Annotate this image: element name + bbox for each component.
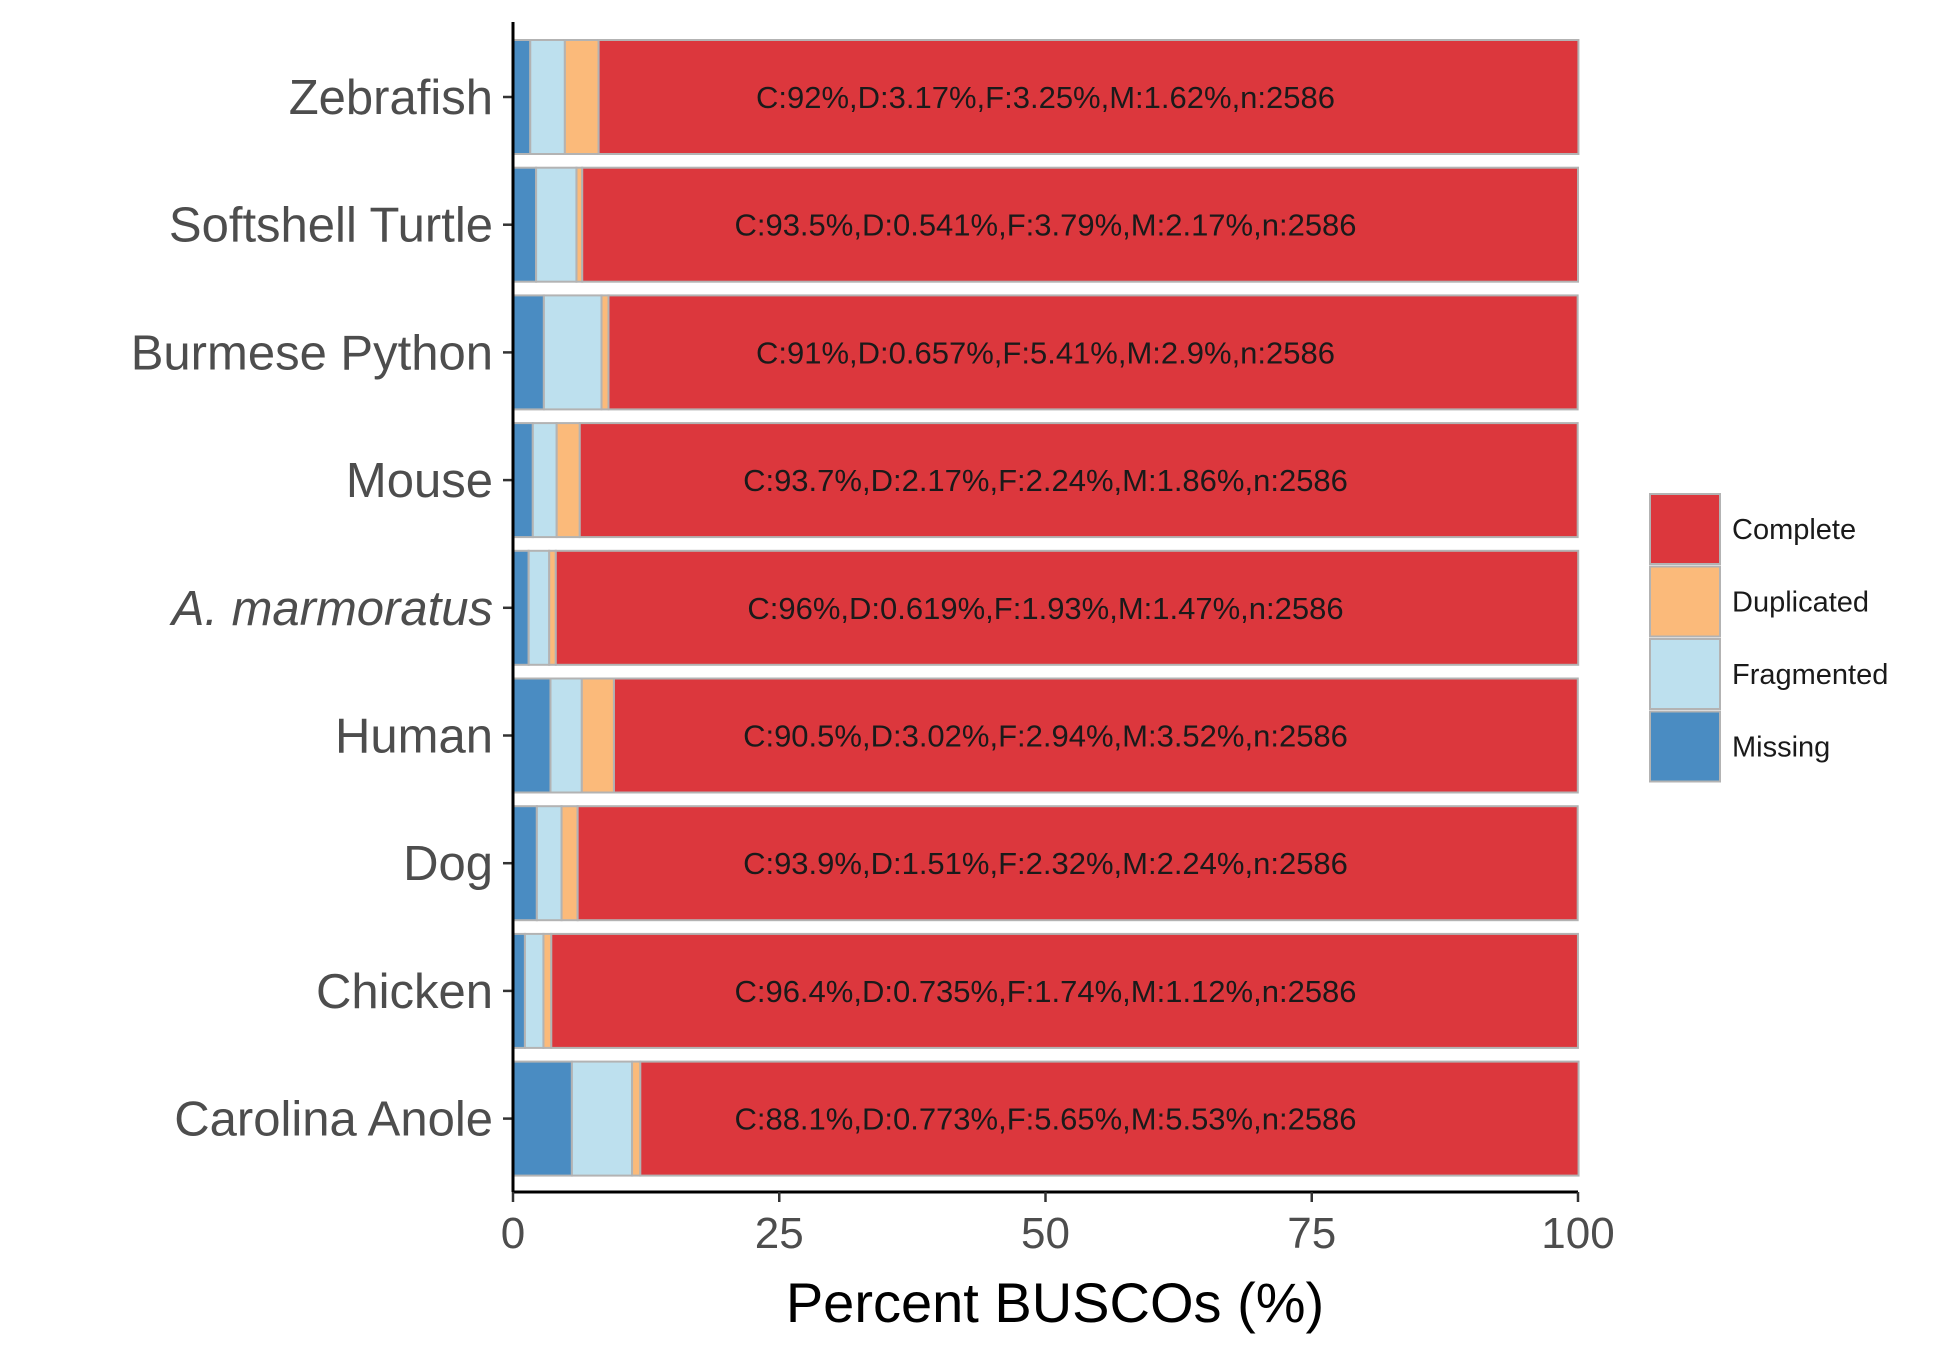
y-tick-label-human: Human bbox=[335, 710, 493, 764]
bar-segment-missing-zebrafish bbox=[512, 39, 532, 155]
x-tick-label-100: 100 bbox=[1541, 1209, 1614, 1258]
bar-segment-complete-a-marmoratus bbox=[554, 549, 1580, 666]
x-tick-label-75: 75 bbox=[1287, 1209, 1336, 1258]
bars-layer bbox=[512, 39, 1580, 1177]
bar-segment-duplicated-human bbox=[580, 677, 615, 794]
bar-label-burmese-python: C:91%,D:0.657%,F:5.41%,M:2.9%,n:2586 bbox=[756, 335, 1335, 370]
bar-segment-duplicated-zebrafish bbox=[563, 39, 600, 155]
bar-segment-duplicated-dog bbox=[560, 805, 579, 922]
y-tick-label-carolina-anole: Carolina Anole bbox=[174, 1093, 493, 1147]
bar-segment-fragmented-chicken bbox=[523, 932, 545, 1049]
bar-segment-complete-human bbox=[612, 677, 1579, 794]
x-axis-title: Percent BUSCOs (%) bbox=[786, 1271, 1324, 1334]
bar-segment-complete-chicken bbox=[550, 932, 1579, 1049]
bar-labels-layer: C:92%,D:3.17%,F:3.25%,M:1.62%,n:2586 C:93… bbox=[734, 80, 1356, 1137]
bar-segment-complete-burmese-python bbox=[607, 294, 1579, 411]
bar-segment-missing-mouse bbox=[512, 422, 534, 539]
bar-label-a-marmoratus: C:96%,D:0.619%,F:1.93%,M:1.47%,n:2586 bbox=[747, 591, 1343, 626]
legend-label-fragmented: Fragmented bbox=[1732, 659, 1888, 691]
bar-label-dog: C:93.9%,D:1.51%,F:2.32%,M:2.24%,n:2586 bbox=[743, 846, 1348, 881]
bar-label-human: C:90.5%,D:3.02%,F:2.94%,M:3.52%,n:2586 bbox=[743, 719, 1348, 754]
legend-label-duplicated: Duplicated bbox=[1732, 587, 1869, 619]
bar-segment-missing-carolina-anole bbox=[512, 1060, 573, 1177]
bar-segment-fragmented-zebrafish bbox=[529, 39, 566, 155]
bar-segment-complete-mouse bbox=[578, 422, 1579, 539]
bar-label-softshell-turtle: C:93.5%,D:0.541%,F:3.79%,M:2.17%,n:2586 bbox=[734, 208, 1356, 243]
bar-segment-missing-softshell-turtle bbox=[512, 166, 538, 283]
bar-label-mouse: C:93.7%,D:2.17%,F:2.24%,M:1.86%,n:2586 bbox=[743, 463, 1348, 498]
bar-segment-fragmented-dog bbox=[535, 805, 563, 922]
axes-layer: Zebrafish Softshell Turtle Burmese Python M… bbox=[131, 22, 1615, 1258]
legend-key-complete bbox=[1649, 493, 1721, 565]
y-tick-label-a-marmoratus: A. marmoratus bbox=[169, 582, 493, 636]
bar-segment-complete-dog bbox=[576, 805, 1579, 922]
bar-segment-complete-carolina-anole bbox=[639, 1060, 1580, 1177]
bar-label-zebrafish: C:92%,D:3.17%,F:3.25%,M:1.62%,n:2586 bbox=[756, 80, 1335, 115]
bar-segment-fragmented-mouse bbox=[531, 422, 558, 539]
y-tick-label-softshell-turtle: Softshell Turtle bbox=[169, 199, 493, 253]
bar-label-carolina-anole: C:88.1%,D:0.773%,F:5.65%,M:5.53%,n:2586 bbox=[734, 1102, 1356, 1137]
bar-segment-missing-burmese-python bbox=[512, 294, 545, 411]
bar-segment-complete-softshell-turtle bbox=[581, 166, 1580, 283]
bar-segment-missing-dog bbox=[512, 805, 538, 922]
y-tick-label-burmese-python: Burmese Python bbox=[131, 326, 493, 380]
x-tick-label-25: 25 bbox=[755, 1209, 804, 1258]
legend-key-fragmented bbox=[1649, 638, 1721, 710]
bar-segment-fragmented-a-marmoratus bbox=[527, 549, 551, 666]
legend-label-complete: Complete bbox=[1732, 514, 1856, 546]
bar-segment-complete-zebrafish bbox=[597, 39, 1580, 155]
bar-segment-fragmented-burmese-python bbox=[542, 294, 603, 411]
x-tick-label-50: 50 bbox=[1021, 1209, 1070, 1258]
bar-segment-fragmented-human bbox=[549, 677, 583, 794]
legend: Complete Duplicated Fragmented Missing bbox=[1649, 493, 1888, 783]
bar-segment-duplicated-chicken bbox=[542, 932, 553, 1049]
bar-segment-missing-a-marmoratus bbox=[512, 549, 530, 666]
legend-label-missing: Missing bbox=[1732, 732, 1830, 764]
y-tick-label-mouse: Mouse bbox=[346, 454, 493, 508]
x-tick-label-0: 0 bbox=[501, 1209, 525, 1258]
bar-segment-missing-chicken bbox=[512, 932, 526, 1049]
legend-key-missing bbox=[1649, 710, 1721, 783]
y-tick-label-zebrafish: Zebrafish bbox=[289, 71, 493, 125]
bar-segment-fragmented-carolina-anole bbox=[570, 1060, 634, 1177]
bar-segment-fragmented-softshell-turtle bbox=[535, 166, 578, 283]
bar-label-chicken: C:96.4%,D:0.735%,F:1.74%,M:1.12%,n:2586 bbox=[734, 974, 1356, 1009]
y-tick-label-dog: Dog bbox=[403, 837, 493, 891]
bar-segment-missing-human bbox=[512, 677, 552, 794]
legend-key-duplicated bbox=[1649, 565, 1721, 638]
bar-segment-duplicated-mouse bbox=[555, 422, 581, 539]
y-tick-label-chicken: Chicken bbox=[316, 965, 493, 1019]
bar-segment-duplicated-carolina-anole bbox=[631, 1060, 642, 1177]
bar-segment-duplicated-burmese-python bbox=[600, 294, 610, 411]
